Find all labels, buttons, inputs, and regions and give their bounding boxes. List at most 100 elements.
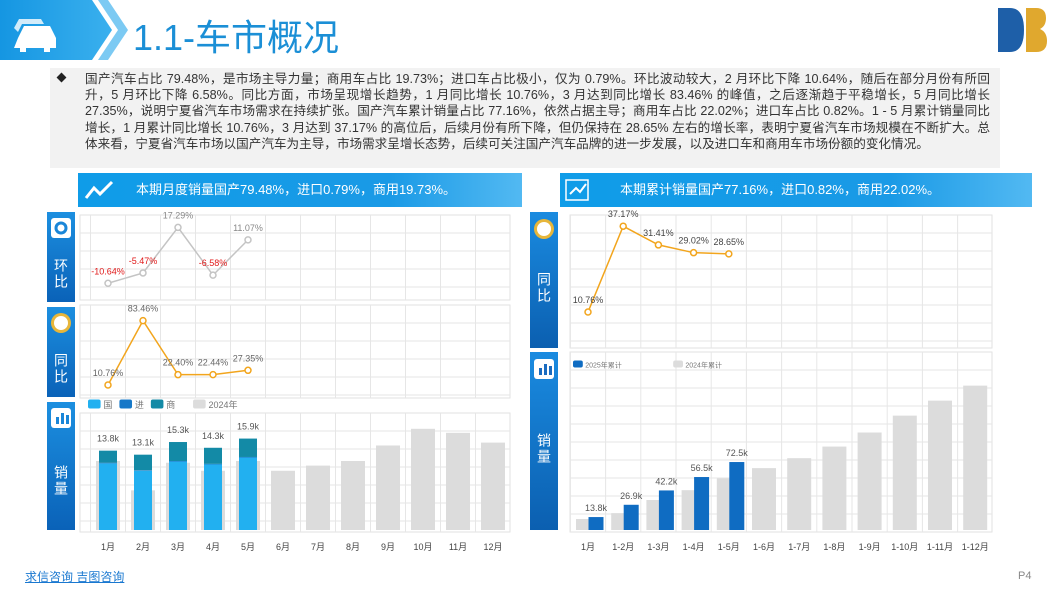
tab-label: 同比 — [536, 272, 552, 304]
point — [244, 236, 252, 244]
x-tick-label: 1-11月 — [927, 542, 953, 552]
total-label: 13.1k — [132, 438, 155, 448]
x-tick-label: 8月 — [346, 542, 360, 552]
tab: 同比 — [530, 212, 558, 348]
point — [209, 271, 217, 279]
bar-previous-year — [857, 432, 882, 530]
bar-previous-year — [928, 400, 952, 530]
x-tick-label: 1-2月 — [612, 542, 634, 552]
tab-label: 销量 — [536, 433, 552, 465]
x-tick-label: 2月 — [136, 542, 150, 552]
bar — [239, 457, 257, 530]
bar — [169, 442, 187, 461]
bar — [99, 463, 117, 530]
tab-label: 销量 — [53, 465, 69, 497]
bar-previous-year — [341, 461, 365, 530]
x-tick-label: 12月 — [483, 542, 502, 552]
x-tick-label: 7月 — [311, 542, 325, 552]
data-label: 11.07% — [233, 223, 263, 233]
x-tick-label: 1-5月 — [718, 542, 740, 552]
point — [209, 370, 217, 379]
legend-swatch — [573, 360, 583, 368]
footer-brand[interactable]: 求信咨询 吉图咨询 — [25, 570, 125, 584]
legend-label: 进 — [135, 400, 144, 410]
bar — [204, 463, 222, 465]
bar — [99, 462, 117, 464]
bar — [204, 464, 222, 530]
point — [174, 223, 182, 232]
bar-previous-year — [787, 458, 812, 530]
total-label: 15.3k — [167, 425, 190, 435]
data-label: 31.41% — [643, 228, 674, 238]
x-tick-label: 10月 — [413, 542, 432, 552]
x-tick-label: 4月 — [206, 542, 220, 552]
data-label: -10.64% — [91, 266, 125, 276]
banner-text: 本期累计销量国产77.16%，进口0.82%，商用22.02%。 — [620, 182, 941, 197]
point — [619, 222, 627, 230]
point — [104, 279, 112, 288]
point — [139, 269, 147, 277]
legend-label: 2025年累计 — [585, 360, 622, 369]
data-label: 28.65% — [714, 237, 745, 247]
bar — [239, 438, 257, 457]
data-label: 56.5k — [691, 463, 714, 473]
point — [689, 248, 698, 257]
car-icon — [14, 19, 56, 52]
page-number: P4 — [1018, 570, 1032, 582]
bar-previous-year — [446, 432, 470, 530]
legend-swatch — [673, 360, 683, 368]
bar-previous-year — [481, 442, 505, 530]
x-tick-label: 3月 — [171, 542, 185, 552]
logo — [998, 8, 1047, 52]
x-tick-label: 1-12月 — [962, 542, 989, 552]
bar-previous-year — [376, 445, 400, 530]
legend-label: 国 — [103, 400, 112, 410]
banner-right: 本期累计销量国产77.16%，进口0.82%，商用22.02%。 — [560, 173, 1032, 207]
legend-swatch — [193, 399, 206, 409]
summary-box — [50, 68, 1000, 168]
banner-left: 本期月度销量国产79.48%，进口0.79%，商用19.73%。 — [78, 173, 522, 207]
legend-label: 2024年累计 — [685, 360, 722, 369]
data-label: 10.76% — [573, 295, 604, 305]
bar-previous-year — [411, 428, 435, 530]
point — [174, 370, 182, 379]
bar — [134, 470, 152, 530]
legend-swatch — [119, 399, 133, 409]
summary-text: 国产汽车占比 79.48%，是市场主导力量；商用车占比 19.73%；进口车占比… — [85, 72, 990, 151]
x-tick-label: 1月 — [101, 542, 115, 552]
bar-previous-year — [963, 385, 988, 530]
plot-frame — [79, 214, 511, 301]
bar-previous-year — [822, 446, 847, 530]
bar-previous-year — [576, 519, 600, 530]
point — [104, 381, 112, 389]
x-tick-label: 1-7月 — [788, 542, 810, 552]
bar-previous-year — [892, 415, 917, 530]
bar — [134, 454, 152, 471]
total-label: 14.3k — [202, 431, 225, 441]
bar-previous-year — [752, 468, 776, 530]
bar — [729, 462, 745, 530]
x-tick-label: 11月 — [449, 542, 467, 552]
legend-label: 商 — [166, 399, 175, 410]
tab-icons — [51, 218, 554, 428]
bar — [658, 490, 674, 530]
data-label: 26.9k — [620, 491, 643, 501]
data-label: 29.02% — [678, 236, 709, 246]
tab-label: 环比 — [53, 258, 69, 290]
page-title: 1.1-车市概况 — [133, 17, 339, 58]
header-stripe — [98, 0, 128, 60]
x-tick-label: 9月 — [381, 542, 395, 552]
legend-label: 2024年 — [208, 399, 237, 410]
total-label: 15.9k — [237, 422, 260, 432]
data-label: -5.47% — [129, 256, 158, 266]
data-label: 83.46% — [128, 304, 159, 314]
x-tick-label: 1-6月 — [753, 542, 775, 552]
legend-swatch — [88, 399, 101, 409]
data-label: 72.5k — [726, 448, 749, 458]
x-tick-label: 5月 — [241, 542, 255, 552]
bar — [169, 461, 187, 462]
bar — [169, 461, 187, 530]
point — [725, 250, 733, 258]
